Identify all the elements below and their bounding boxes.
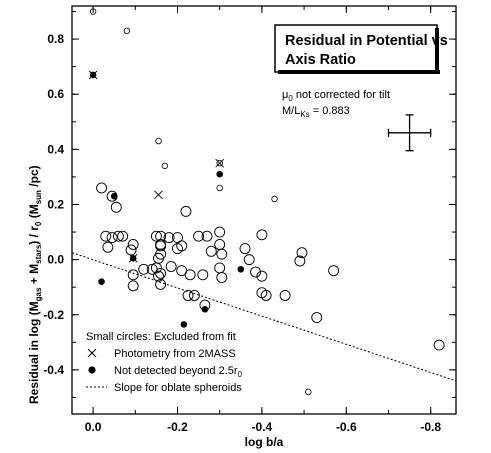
data-point-filled (216, 170, 223, 178)
y-tick-label: 0.4 (47, 142, 64, 156)
data-point-small (155, 137, 162, 145)
data-point-open (112, 230, 124, 242)
data-point-small (271, 195, 278, 203)
data-point-open (328, 265, 340, 277)
data-point-small (216, 184, 223, 192)
data-point-cross (215, 158, 225, 168)
data-point-open (214, 226, 226, 238)
data-point-small (216, 159, 223, 167)
data-point-open (155, 278, 167, 290)
data-point-open (279, 290, 291, 301)
cross-stroke (215, 158, 225, 168)
data-point-filled (201, 305, 209, 313)
legend-item-slope: Slope for oblate spheroids (114, 382, 242, 394)
y-tick-label: -0.4 (43, 363, 64, 377)
legend-dot-icon (88, 366, 96, 374)
data-point-open (182, 290, 194, 301)
data-point-open (172, 243, 183, 255)
data-point-cross (128, 253, 138, 263)
data-point-open (216, 248, 228, 260)
data-point-filled (110, 192, 118, 200)
data-point-open (239, 243, 251, 255)
slope-line (71, 252, 457, 382)
data-point-open (165, 261, 177, 272)
data-point-small (161, 162, 169, 170)
data-point-open (197, 269, 209, 281)
data-point-open (127, 280, 139, 292)
x-tick-label: -0.6 (336, 420, 357, 434)
legend-item-not-detected: Not detected beyond 2.5r0 (114, 365, 243, 379)
mu-annotation: μ0 not corrected for tilt (282, 89, 390, 103)
data-point-open (153, 270, 164, 282)
x-tick-label: -0.8 (420, 420, 441, 434)
data-point-open (296, 247, 308, 259)
data-point-filled (98, 278, 105, 285)
data-point-small (305, 388, 312, 396)
data-point-open (256, 270, 268, 282)
data-point-open (205, 245, 217, 257)
data-point-small (123, 27, 131, 35)
data-point-open (106, 232, 118, 244)
legend-item-2mass: Photometry from 2MASS (114, 348, 236, 360)
ml-annotation: M/LKs = 0.883 (282, 105, 350, 119)
data-point-open (102, 241, 114, 253)
data-point-open (163, 232, 175, 244)
axis-ticks: 0.0 -0.2 -0.4 -0.6 -0.8 -0.4 -0.2 0.0 0.2 0.4 0.6 0… (43, 6, 456, 434)
data-point-open (216, 272, 228, 283)
y-axis-label: Residual in log (Mgas + Mstars) / r0 (Ms… (27, 165, 43, 404)
data-point-open (100, 230, 112, 242)
y-tick-label: -0.2 (43, 308, 64, 322)
data-point-open (127, 239, 139, 250)
data-point-open (214, 262, 226, 274)
data-point-open (184, 269, 196, 281)
data-point-open (243, 254, 255, 266)
data-point-open (294, 255, 306, 267)
error-bar (387, 114, 432, 152)
cross-stroke (128, 253, 138, 263)
data-point-open (96, 182, 107, 194)
data-point-open (311, 312, 323, 323)
cross-stroke (88, 70, 98, 80)
data-point-open (260, 290, 272, 301)
data-point-open (110, 201, 122, 213)
data-point-open (256, 229, 268, 241)
data-point-open (433, 339, 445, 351)
data-point-filled (180, 321, 188, 328)
data-point-open (180, 205, 192, 217)
y-tick-label: 0.8 (47, 32, 64, 46)
data-point-open (117, 230, 129, 242)
data-point-open (214, 239, 226, 250)
data-points (88, 8, 445, 396)
chart-title-line-2: Axis Ratio (285, 52, 356, 68)
x-tick-label: 0.0 (85, 420, 102, 434)
data-point-cross (88, 70, 98, 80)
data-point-small (89, 8, 97, 15)
data-point-open (125, 244, 137, 256)
plot-frame (71, 5, 457, 415)
chart-title-line-1: Residual in Potential vs (285, 33, 448, 49)
data-point-open (193, 230, 205, 242)
slope-line-layer (71, 252, 457, 382)
y-tick-label: 0.0 (47, 253, 64, 267)
x-axis-label: log b/a (245, 435, 284, 449)
legend-item-excluded: Small circles: Excluded from fit (86, 331, 236, 343)
x-tick-label: -0.2 (167, 420, 188, 434)
x-tick-label: -0.4 (252, 420, 273, 434)
data-point-open (188, 290, 200, 301)
y-tick-label: 0.6 (47, 87, 64, 101)
data-point-open (201, 230, 213, 242)
data-point-open (250, 266, 262, 278)
data-point-cross (154, 190, 163, 200)
data-point-open (155, 248, 167, 260)
data-point-open (127, 269, 139, 281)
legend: Small circles: Excluded from fit Photome… (86, 331, 243, 394)
data-point-open (155, 267, 167, 279)
cross-stroke (154, 190, 163, 200)
legend-cross-icon (87, 348, 97, 358)
data-point-filled (237, 265, 245, 273)
chart-title-box: Residual in Potential vs Axis Ratio (274, 24, 448, 74)
y-tick-label: 0.2 (47, 197, 64, 211)
data-point-open (138, 263, 150, 275)
